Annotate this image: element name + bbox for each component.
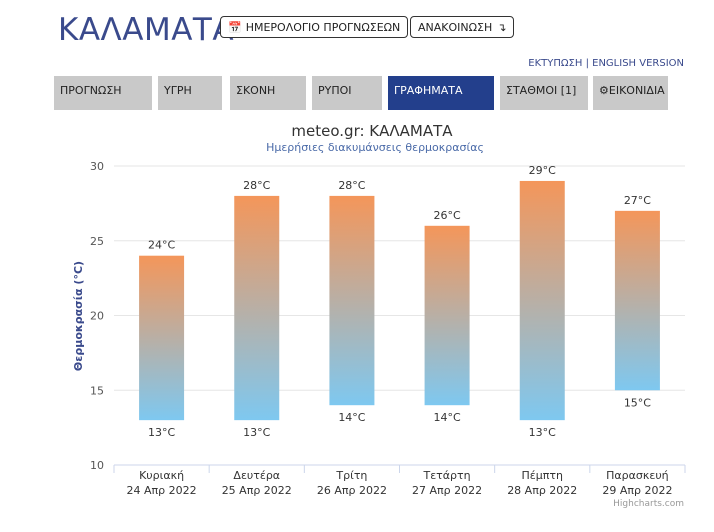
- temperature-bar[interactable]: [614, 210, 660, 391]
- temperature-bar[interactable]: [424, 225, 470, 406]
- min-temp-label: 14°C: [338, 411, 365, 424]
- max-temp-label: 29°C: [529, 164, 556, 177]
- top-links: ΕΚΤΥΠΩΣΗ | ENGLISH VERSION: [528, 58, 684, 69]
- tab-humidity[interactable]: ΥΓΡΗ: [158, 76, 222, 110]
- x-day-label: Δευτέρα: [233, 469, 280, 482]
- x-date-label: 24 Απρ 2022: [127, 484, 197, 497]
- min-temp-label: 13°C: [243, 426, 270, 439]
- y-tick-label: 15: [90, 384, 104, 397]
- max-temp-label: 28°C: [243, 179, 270, 192]
- main-nav: ΠΡΟΓΝΩΣΗ ΥΓΡΗ ΣΚΟΝΗ ΡΥΠΟΙ ΓΡΑΦΗΜΑΤΑ ΣΤΑΘ…: [0, 76, 714, 110]
- x-day-label: Τρίτη: [335, 469, 367, 482]
- tab-forecast[interactable]: ΠΡΟΓΝΩΣΗ: [54, 76, 152, 110]
- min-temp-label: 13°C: [529, 426, 556, 439]
- chart-title: meteo.gr: ΚΑΛΑΜΑΤΑ: [291, 122, 453, 140]
- y-axis-title: Θερμοκρασία (°C): [72, 261, 85, 371]
- print-link[interactable]: ΕΚΤΥΠΩΣΗ: [528, 58, 583, 69]
- max-temp-label: 27°C: [624, 194, 651, 207]
- link-separator: |: [582, 58, 593, 69]
- tab-dust[interactable]: ΣΚΟΝΗ: [230, 76, 306, 110]
- x-day-label: Τετάρτη: [423, 469, 471, 482]
- y-tick-label: 20: [90, 310, 104, 323]
- tab-icons-label: ΕΙΚΟΝΙΔΙΑ: [608, 84, 665, 97]
- tab-charts[interactable]: ΓΡΑΦΗΜΑΤΑ: [388, 76, 494, 110]
- announcement-button[interactable]: ΑΝΑΚΟΙΝΩΣΗ ↴: [410, 16, 515, 38]
- y-tick-label: 30: [90, 160, 104, 173]
- x-date-label: 29 Απρ 2022: [602, 484, 672, 497]
- gear-icon: ⚙: [599, 84, 609, 97]
- y-tick-label: 25: [90, 235, 104, 248]
- city-title: ΚΑΛΑΜΑΤΑ: [58, 12, 235, 48]
- chart-credit[interactable]: Highcharts.com: [613, 499, 684, 509]
- min-temp-label: 13°C: [148, 426, 175, 439]
- announcement-label: ΑΝΑΚΟΙΝΩΣΗ: [418, 20, 493, 34]
- x-date-label: 28 Απρ 2022: [507, 484, 577, 497]
- english-version-link[interactable]: ENGLISH VERSION: [592, 58, 684, 69]
- x-day-label: Πέμπτη: [522, 469, 563, 482]
- max-temp-label: 28°C: [338, 179, 365, 192]
- x-date-label: 27 Απρ 2022: [412, 484, 482, 497]
- temperature-bar[interactable]: [519, 180, 565, 421]
- tab-stations[interactable]: ΣΤΑΘΜΟΙ [1]: [500, 76, 588, 110]
- forecast-calendar-label: ΗΜΕΡΟΛΟΓΙΟ ΠΡΟΓΝΩΣΕΩΝ: [245, 20, 401, 34]
- min-temp-label: 15°C: [624, 396, 651, 409]
- x-date-label: 26 Απρ 2022: [317, 484, 387, 497]
- x-day-label: Κυριακή: [139, 469, 184, 482]
- temperature-bar[interactable]: [139, 255, 185, 421]
- x-date-label: 25 Απρ 2022: [222, 484, 292, 497]
- temperature-bar[interactable]: [329, 195, 375, 406]
- x-day-label: Παρασκευή: [606, 469, 669, 482]
- max-temp-label: 26°C: [433, 209, 460, 222]
- y-tick-label: 10: [90, 459, 104, 472]
- arrow-down-icon: ↴: [497, 20, 507, 34]
- chart-subtitle: Ημερήσιες διακυμάνσεις θερμοκρασίας: [266, 141, 484, 154]
- tab-icons[interactable]: ⚙ΕΙΚΟΝΙΔΙΑ: [593, 76, 668, 110]
- forecast-calendar-button[interactable]: 📅 ΗΜΕΡΟΛΟΓΙΟ ΠΡΟΓΝΩΣΕΩΝ: [220, 16, 409, 38]
- calendar-icon: 📅: [228, 20, 242, 34]
- temperature-bar[interactable]: [234, 195, 280, 421]
- min-temp-label: 14°C: [433, 411, 460, 424]
- max-temp-label: 24°C: [148, 239, 175, 252]
- tab-pollutants[interactable]: ΡΥΠΟΙ: [312, 76, 382, 110]
